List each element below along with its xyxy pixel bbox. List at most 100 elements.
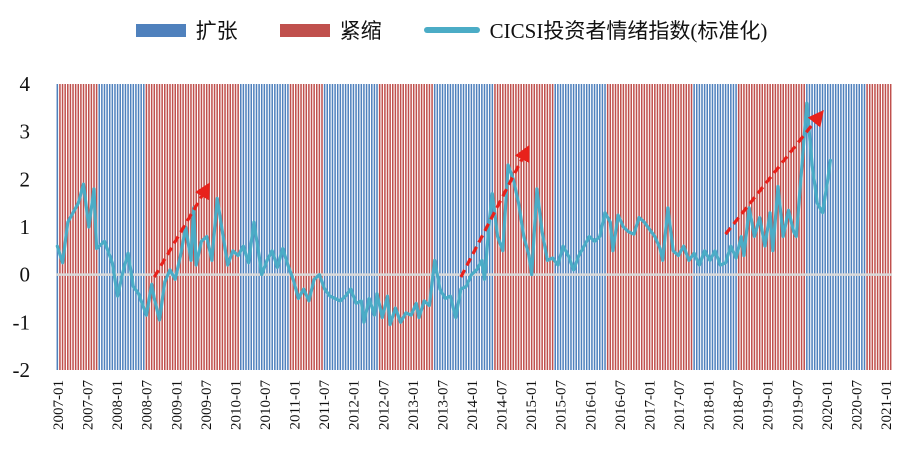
regime-bar-expansion — [848, 84, 850, 370]
regime-bar-expansion — [559, 84, 562, 370]
regime-bar-contraction — [187, 84, 190, 370]
x-tick-label: 2019-01 — [761, 380, 777, 430]
legend-swatch-contraction — [279, 23, 330, 37]
regime-bar-contraction — [630, 84, 632, 370]
regime-bar-expansion — [730, 84, 732, 370]
regime-bar-expansion — [457, 84, 460, 370]
regime-bar-contraction — [156, 84, 158, 370]
regime-bar-expansion — [433, 84, 436, 370]
regime-bar-expansion — [604, 84, 606, 370]
regime-bar-expansion — [258, 84, 260, 370]
regime-bar-contraction — [499, 84, 501, 370]
regime-bar-expansion — [483, 84, 486, 370]
regime-bar-contraction — [672, 84, 674, 370]
regime-bar-expansion — [811, 84, 813, 370]
regime-bar-expansion — [816, 84, 819, 370]
x-tick-label: 2019-07 — [790, 380, 806, 430]
regime-bar-expansion — [819, 84, 821, 370]
regime-bar-expansion — [473, 84, 475, 370]
regime-bar-expansion — [709, 84, 711, 370]
legend-item-index: CICSI投资者情绪指数(标准化) — [423, 15, 767, 45]
regime-bar-expansion — [575, 84, 577, 370]
regime-bar-expansion — [260, 84, 263, 370]
regime-bar-contraction — [538, 84, 541, 370]
regime-bar-contraction — [407, 84, 410, 370]
regime-bar-expansion — [108, 84, 111, 370]
regime-bar-expansion — [813, 84, 816, 370]
regime-bar-expansion — [478, 84, 480, 370]
regime-bar-expansion — [342, 84, 344, 370]
regime-bar-contraction — [753, 84, 756, 370]
regime-bar-contraction — [211, 84, 213, 370]
regime-bar-expansion — [279, 84, 281, 370]
regime-bar-contraction — [517, 84, 520, 370]
regime-bar-expansion — [441, 84, 444, 370]
regime-bar-expansion — [135, 84, 137, 370]
regime-bar-contraction — [82, 84, 85, 370]
regime-bar-expansion — [376, 84, 378, 370]
regime-bar-expansion — [863, 84, 866, 370]
x-tick-label: 2018-07 — [731, 380, 747, 430]
regime-bar-expansion — [722, 84, 724, 370]
regime-bar-expansion — [127, 84, 129, 370]
y-tick-label: 4 — [20, 72, 31, 96]
regime-bar-contraction — [654, 84, 656, 370]
regime-bar-expansion — [711, 84, 714, 370]
regime-bar-contraction — [431, 84, 433, 370]
regime-bar-contraction — [59, 84, 61, 370]
regime-bar-expansion — [247, 84, 250, 370]
regime-bar-contraction — [764, 84, 766, 370]
regime-bar-expansion — [101, 84, 103, 370]
x-tick-label: 2010-07 — [258, 380, 274, 430]
regime-bar-contraction — [525, 84, 528, 370]
regime-bar-contraction — [866, 84, 868, 370]
regime-bar-contraction — [546, 84, 549, 370]
regime-bar-contraction — [232, 84, 234, 370]
regime-bar-expansion — [858, 84, 860, 370]
regime-bar-expansion — [368, 84, 370, 370]
x-tick-label: 2013-01 — [406, 380, 422, 430]
y-tick-label: 2 — [20, 167, 31, 191]
regime-bar-contraction — [787, 84, 790, 370]
y-tick-label: 1 — [20, 215, 31, 239]
regime-bar-contraction — [190, 84, 192, 370]
cicsi-index-line — [55, 101, 833, 327]
x-axis-ticks: 2007-01 2007-07 2008-01 2008-07 2009-01 2009-… — [51, 380, 895, 430]
regime-bar-expansion — [554, 84, 556, 370]
regime-bar-contraction — [530, 84, 533, 370]
regime-bar-expansion — [462, 84, 465, 370]
regime-bar-expansion — [583, 84, 585, 370]
regime-bar-expansion — [824, 84, 826, 370]
regime-bar-contraction — [85, 84, 87, 370]
regime-bar-expansion — [334, 84, 336, 370]
regime-bar-contraction — [680, 84, 682, 370]
regime-bar-contraction — [148, 84, 150, 370]
x-tick-label: 2008-01 — [110, 380, 126, 430]
regime-bar-contraction — [300, 84, 302, 370]
x-tick-label: 2015-01 — [524, 380, 540, 430]
regime-bar-expansion — [832, 84, 834, 370]
regime-bar-expansion — [850, 84, 853, 370]
regime-bar-expansion — [821, 84, 824, 370]
regime-bar-contraction — [544, 84, 546, 370]
x-tick-label: 2016-01 — [583, 380, 599, 430]
regime-bar-contraction — [418, 84, 420, 370]
regime-bar-contraction — [392, 84, 394, 370]
x-tick-label: 2015-07 — [554, 380, 570, 430]
regime-bar-contraction — [226, 84, 229, 370]
regime-bar-contraction — [161, 84, 163, 370]
regime-bar-contraction — [219, 84, 221, 370]
regime-bar-expansion — [593, 84, 596, 370]
regime-bar-contraction — [509, 84, 512, 370]
regime-bar-expansion — [344, 84, 347, 370]
x-tick-label: 2017-07 — [672, 380, 688, 430]
regime-bar-contraction — [772, 84, 774, 370]
regime-bar-contraction — [153, 84, 156, 370]
regime-bar-expansion — [124, 84, 127, 370]
x-tick-label: 2007-07 — [81, 380, 97, 430]
regime-bar-contraction — [423, 84, 425, 370]
regime-bar-contraction — [216, 84, 218, 370]
regime-bar-expansion — [360, 84, 363, 370]
regime-bar-expansion — [323, 84, 326, 370]
regime-bar-expansion — [696, 84, 698, 370]
